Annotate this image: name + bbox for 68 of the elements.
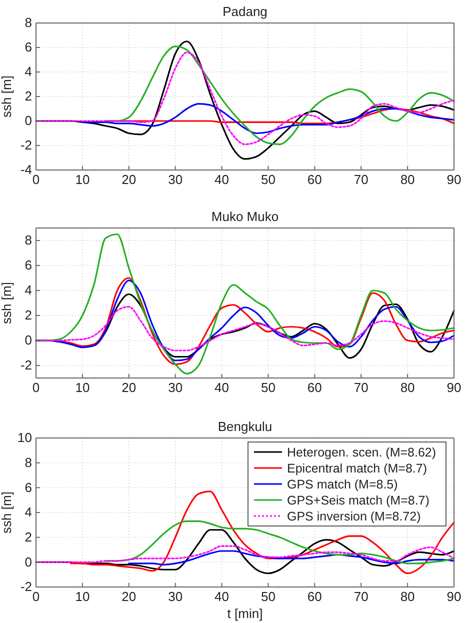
x-tick-label: 60 bbox=[307, 380, 322, 396]
x-tick-label: 30 bbox=[168, 380, 183, 396]
chart-title: Muko Muko bbox=[211, 209, 279, 224]
line-series bbox=[35, 545, 455, 563]
x-tick-label: 90 bbox=[446, 589, 462, 604]
line-series bbox=[128, 550, 455, 566]
x-tick-label: 80 bbox=[400, 589, 415, 604]
y-tick-label: 2 bbox=[24, 308, 32, 323]
line-series bbox=[70, 490, 455, 574]
chart-title: Bengkulu bbox=[218, 419, 272, 434]
x-tick-label: 30 bbox=[168, 172, 183, 188]
y-tick-label: 4 bbox=[24, 64, 32, 80]
y-tick-label: -2 bbox=[20, 358, 32, 373]
legend-label: GPS match (M=8.5) bbox=[287, 478, 398, 492]
x-tick-label: 50 bbox=[260, 172, 276, 188]
y-axis-title: ssh [m] bbox=[0, 282, 14, 324]
legend-label: GPS+Seis match (M=8.7) bbox=[287, 494, 430, 508]
line-series bbox=[35, 233, 455, 374]
line-series bbox=[35, 52, 455, 146]
y-tick-label: 8 bbox=[24, 454, 32, 470]
x-tick-label: 50 bbox=[260, 380, 276, 396]
y-tick-label: 8 bbox=[24, 232, 32, 248]
y-tick-label: 6 bbox=[24, 480, 32, 495]
x-tick-label: 90 bbox=[446, 172, 462, 188]
x-tick-label: 30 bbox=[168, 589, 183, 604]
legend-label: Heterogen. scen. (M=8.62) bbox=[287, 446, 436, 460]
x-tick-label: 90 bbox=[446, 380, 462, 396]
x-tick-label: 10 bbox=[75, 589, 90, 604]
x-tick-label: 40 bbox=[214, 380, 230, 396]
x-tick-label: 20 bbox=[122, 380, 136, 396]
legend-label: Epicentral match (M=8.7) bbox=[287, 462, 427, 476]
x-tick-label: 70 bbox=[354, 380, 368, 396]
line-series bbox=[82, 103, 455, 134]
y-tick-label: 2 bbox=[24, 529, 32, 544]
y-tick-label: 0 bbox=[24, 332, 32, 348]
x-tick-label: 80 bbox=[400, 380, 415, 396]
x-tick-label: 20 bbox=[122, 589, 136, 604]
y-tick-label: -4 bbox=[20, 162, 32, 178]
y-tick-label: 0 bbox=[24, 113, 32, 128]
x-tick-label: 40 bbox=[214, 589, 230, 604]
y-tick-label: 0 bbox=[24, 554, 32, 570]
legend-label: GPS inversion (M=8.72) bbox=[287, 510, 421, 524]
chart-title: Padang bbox=[222, 4, 268, 19]
y-tick-label: -2 bbox=[20, 138, 32, 153]
x-tick-label: 70 bbox=[354, 589, 368, 604]
y-axis-title: ssh [m] bbox=[0, 492, 14, 534]
y-tick-label: 2 bbox=[24, 88, 32, 104]
x-tick-label: 10 bbox=[75, 380, 90, 396]
y-tick-label: 6 bbox=[24, 258, 32, 273]
line-series bbox=[35, 40, 455, 160]
x-tick-label: 60 bbox=[307, 172, 322, 188]
x-axis-title: t [min] bbox=[227, 606, 263, 621]
y-tick-label: -2 bbox=[20, 579, 32, 594]
x-tick-label: 10 bbox=[75, 172, 90, 188]
x-tick-label: 20 bbox=[122, 172, 136, 188]
line-series bbox=[35, 306, 455, 352]
y-tick-label: 10 bbox=[18, 430, 32, 446]
x-tick-label: 70 bbox=[354, 172, 368, 188]
x-tick-label: 40 bbox=[214, 172, 230, 188]
x-tick-label: 80 bbox=[400, 172, 415, 188]
line-series bbox=[104, 45, 455, 146]
y-axis-title: ssh [m] bbox=[0, 76, 14, 118]
y-tick-label: 4 bbox=[24, 282, 32, 298]
x-tick-label: 60 bbox=[307, 589, 322, 604]
y-tick-label: 6 bbox=[24, 40, 32, 55]
y-tick-label: 4 bbox=[24, 504, 32, 520]
y-tick-label: 8 bbox=[24, 15, 32, 30]
x-tick-label: 50 bbox=[260, 589, 276, 604]
